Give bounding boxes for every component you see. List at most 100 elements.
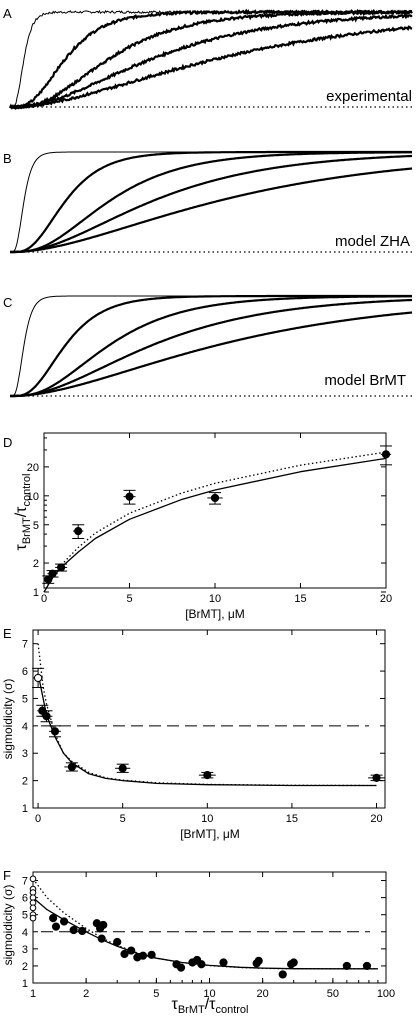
marker-f — [254, 956, 263, 965]
data-point-f-21 — [219, 958, 228, 967]
x-tick-label-e: 0 — [35, 813, 41, 825]
traces-a — [8, 8, 413, 111]
x-tick-label-f: 100 — [377, 988, 395, 1000]
x-axis-label-f: τBrMT/τcontrol — [171, 996, 248, 1016]
y-label-d-mid: /τ — [13, 506, 30, 517]
marker-f — [362, 961, 372, 971]
panel-a: A experimental — [3, 6, 413, 111]
trace-c-3 — [10, 295, 412, 398]
marker-e — [42, 712, 51, 721]
x-tick-label-d: 10 — [209, 593, 221, 605]
marker-f — [127, 946, 136, 955]
annotation-a: experimental — [326, 88, 412, 105]
fit-solid-d — [43, 457, 387, 593]
y-tick-label-d: 2 — [33, 558, 39, 570]
marker-d — [48, 569, 57, 578]
y-tick-label-f: 1 — [22, 978, 28, 990]
data-point-f-2 — [51, 922, 61, 931]
marker-f — [97, 934, 106, 943]
x-axis-label-d: [BrMT], μM — [185, 607, 245, 621]
y-tick-label-e: 3 — [22, 748, 28, 760]
fit-dotted-e — [37, 643, 377, 787]
data-point-f-11 — [120, 949, 129, 959]
open-point-f-8 — [29, 914, 37, 922]
plot-frame-e — [32, 629, 386, 809]
panel-b: B model ZHA — [3, 150, 413, 254]
data-point-f-28 — [362, 961, 372, 971]
y-tick-label-f: 2 — [22, 961, 28, 973]
axes-e: 0 5 10 15 20 1 2 3 4 5 6 7 — [22, 630, 385, 825]
data-point-f-10 — [113, 937, 122, 947]
trace-b-4 — [10, 154, 412, 254]
fits-f — [32, 878, 378, 970]
fit-dotted-f — [32, 878, 378, 970]
marker-e — [50, 727, 60, 736]
data-point-d-2 — [46, 569, 59, 578]
x-tick-label-d: 5 — [126, 593, 132, 605]
marker-f — [176, 963, 186, 972]
data-point-f-3 — [59, 917, 69, 926]
x-tick-label-f: 50 — [327, 988, 339, 1000]
marker-f — [51, 922, 61, 931]
data-point-f-23 — [254, 956, 263, 965]
data-point-d-6 — [207, 492, 223, 505]
fit-solid-e — [37, 673, 377, 787]
y-tick-label-d: 5 — [33, 520, 39, 532]
data-point-f-1 — [49, 914, 58, 923]
fit-solid-f — [32, 897, 378, 970]
data-point-f-20 — [197, 960, 206, 969]
y-label-d-sub1: BrMT — [21, 517, 33, 544]
marker-d — [57, 563, 66, 572]
traces-b — [10, 150, 413, 254]
points-d — [42, 445, 392, 584]
y-tick-label-f: 5 — [22, 910, 28, 922]
data-point-f-15 — [147, 950, 156, 959]
x-tick-label-f: 2 — [83, 988, 89, 1000]
data-point-d-3 — [55, 563, 68, 572]
y-axis-label-f: sigmoidicity (σ) — [1, 885, 15, 966]
panel-label-a: A — [3, 6, 12, 21]
x-tick-label-f: 20 — [257, 988, 269, 1000]
x-tick-label-d: 20 — [380, 593, 392, 605]
axes-d: 0 5 10 15 20 1 2 5 10 20 — [27, 433, 392, 605]
panel-label-b: B — [3, 151, 12, 166]
marker-f — [342, 961, 351, 971]
data-point-f-4 — [69, 925, 78, 935]
x-tick-label-e: 10 — [201, 813, 213, 825]
marker-f — [278, 970, 287, 979]
points-e — [32, 667, 385, 782]
x-tick-label-f: 10 — [203, 988, 215, 1000]
plot-frame-d — [43, 432, 387, 589]
data-point-f-8 — [99, 920, 108, 930]
open-point-f-1 — [29, 875, 37, 883]
data-point-e-7 — [198, 771, 216, 780]
x-tick-label-e: 20 — [370, 813, 382, 825]
marker-f — [197, 960, 206, 969]
y-tick-label-e: 4 — [22, 721, 28, 733]
y-label-d-sub2: control — [21, 473, 33, 506]
panel-c: C model BrMT — [3, 294, 413, 398]
trace-b-3 — [10, 151, 412, 254]
y-label-d-tau1: τ — [13, 544, 30, 551]
trace-a-5 — [9, 25, 413, 109]
y-axis-label-e: sigmoidicity (σ) — [1, 679, 15, 760]
y-tick-label-f: 6 — [22, 893, 28, 905]
marker-f — [99, 920, 108, 930]
y-tick-label-e: 7 — [22, 639, 28, 651]
marker-f — [113, 937, 122, 947]
data-point-f-12 — [127, 946, 136, 955]
marker-d — [44, 575, 53, 584]
fits-d — [43, 451, 387, 593]
y-tick-label-f: 3 — [22, 944, 28, 956]
marker-f — [138, 951, 148, 960]
y-tick-label-f: 7 — [22, 876, 28, 888]
data-point-e-1 — [32, 667, 45, 689]
trace-a-4 — [8, 12, 413, 111]
plot-frame-f — [32, 871, 387, 984]
panel-label-e: E — [3, 626, 12, 641]
marker-e — [33, 673, 43, 683]
traces-c — [10, 294, 413, 398]
marker-d — [381, 450, 391, 459]
trace-b-5 — [10, 167, 413, 254]
